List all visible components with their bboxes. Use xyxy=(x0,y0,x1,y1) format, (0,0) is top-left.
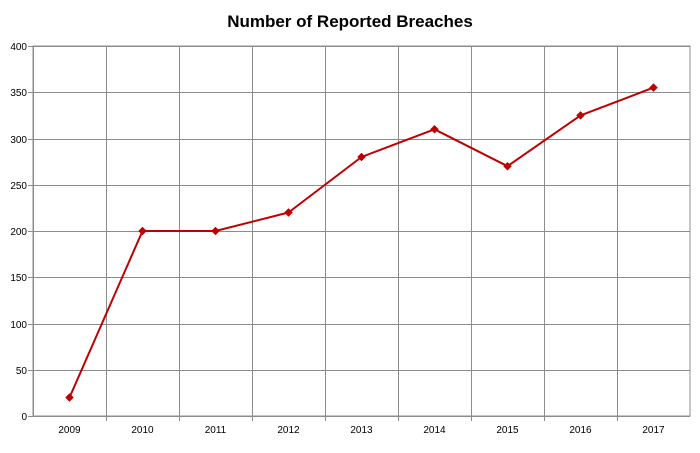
data-point-marker xyxy=(284,208,293,217)
x-tick-label: 2017 xyxy=(642,425,665,436)
x-tick-label: 2016 xyxy=(569,425,592,436)
y-tick-label: 0 xyxy=(21,412,27,423)
y-axis-tick-labels: 0 50 100 150 200 250 300 350 400 xyxy=(10,42,27,423)
y-tick-label: 350 xyxy=(10,88,27,99)
x-tick-label: 2012 xyxy=(277,425,300,436)
x-tick-label: 2010 xyxy=(131,425,154,436)
data-series xyxy=(65,83,658,402)
data-point-marker xyxy=(65,393,74,402)
y-tick-label: 50 xyxy=(16,366,28,377)
y-tick-label: 100 xyxy=(10,320,27,331)
x-tick-label: 2009 xyxy=(58,425,81,436)
y-tick-label: 250 xyxy=(10,181,27,192)
data-point-marker xyxy=(576,111,585,120)
chart-title: Number of Reported Breaches xyxy=(227,12,473,31)
x-tick-label: 2011 xyxy=(205,425,227,436)
x-tick-label: 2015 xyxy=(496,425,519,436)
data-point-marker xyxy=(357,152,366,162)
data-point-marker xyxy=(430,124,439,134)
data-point-marker xyxy=(211,226,220,236)
x-tick-label: 2014 xyxy=(423,425,446,436)
data-point-marker xyxy=(503,161,512,171)
data-point-marker xyxy=(138,226,147,236)
y-tick-label: 300 xyxy=(10,135,27,146)
x-axis-tick-labels: 2009 2010 2011 2012 2013 2014 2015 2016 2017 xyxy=(58,425,665,436)
x-tick-label: 2013 xyxy=(350,425,373,436)
y-tick-label: 200 xyxy=(10,227,27,238)
data-point-marker xyxy=(649,83,658,92)
y-tick-label: 150 xyxy=(10,273,27,284)
y-tick-label: 400 xyxy=(10,42,27,53)
axes xyxy=(28,46,690,417)
